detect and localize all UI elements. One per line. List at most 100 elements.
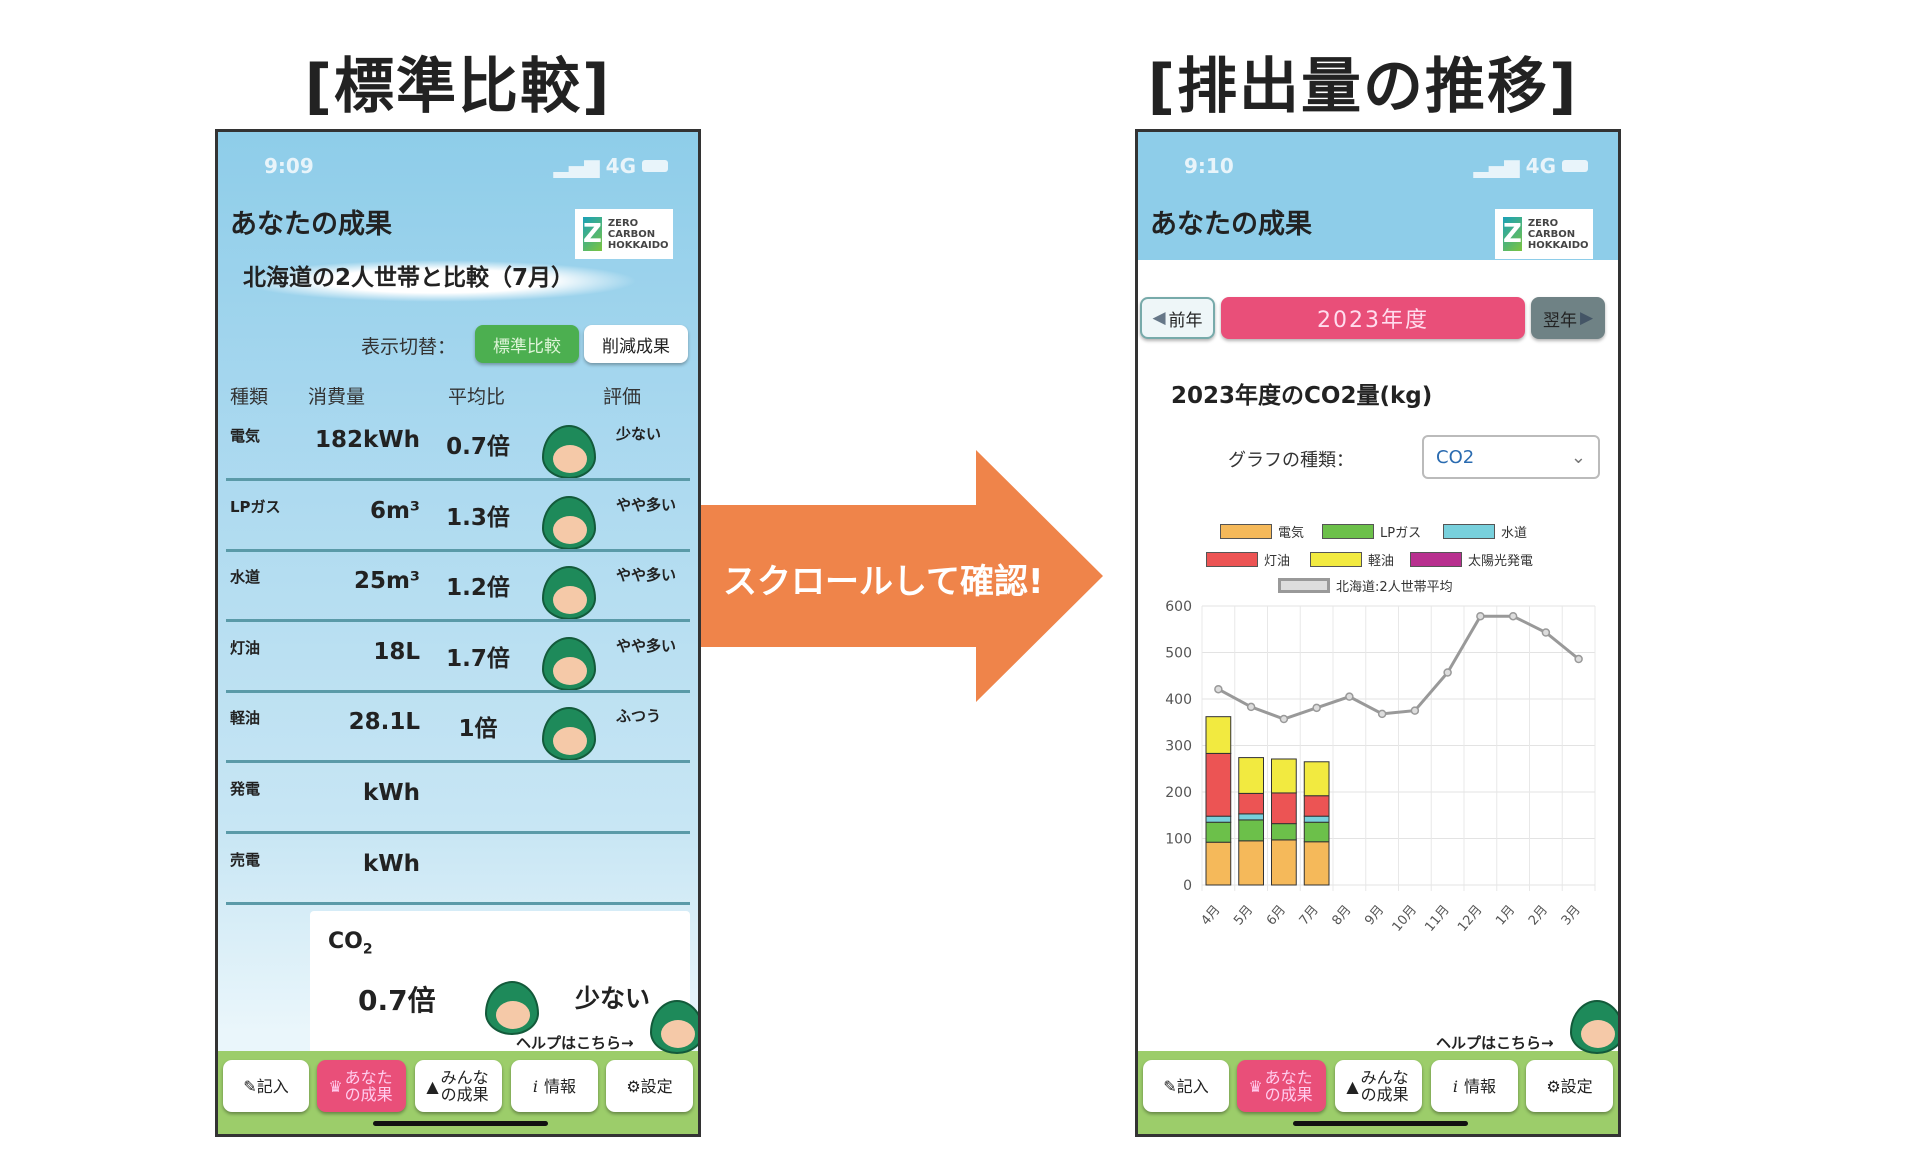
col-ratio: 平均比 [448, 386, 506, 408]
help-link[interactable]: ヘルプはこちら→ [516, 1034, 634, 1052]
average-line [1217, 614, 1580, 721]
row-type: 発電 [230, 780, 261, 798]
bar-segment-灯油 [1303, 795, 1330, 817]
legend-swatch [1322, 524, 1374, 539]
row-type: LPガス [230, 497, 281, 516]
row-rating: やや多い [616, 566, 677, 585]
legend-swatch [1278, 578, 1330, 593]
x-tick-label: 1月 [1493, 903, 1518, 929]
nav-everyone-results[interactable]: ▲ みんなの成果 [415, 1060, 502, 1112]
nav-your-results[interactable]: ♛ あなたの成果 [317, 1060, 406, 1112]
help-link[interactable]: ヘルプはこちら→ [1436, 1034, 1554, 1052]
graph-type-label: グラフの種類： [1228, 450, 1354, 471]
x-tick-label: 4月 [1198, 903, 1223, 929]
nav-info[interactable]: i 情報 [1431, 1060, 1518, 1112]
mascot-angry-icon [542, 566, 596, 621]
mascot-help-icon[interactable] [1570, 1000, 1618, 1054]
average-point [1246, 702, 1256, 712]
row-divider [226, 901, 690, 905]
mascot-happy-icon [542, 425, 596, 479]
chevron-down-icon: ⌄ [1570, 446, 1586, 468]
scroll-arrow: スクロールして確認! [701, 450, 1103, 702]
nav-info[interactable]: i 情報 [511, 1060, 598, 1112]
row-divider [226, 548, 690, 552]
legend-item[interactable]: 灯油 [1206, 550, 1290, 569]
right-triangle-icon: ▶ [1579, 308, 1594, 328]
info-icon: i [532, 1076, 539, 1096]
row-divider [226, 831, 690, 834]
nav-everyone-results[interactable]: ▲ みんなの成果 [1335, 1060, 1422, 1112]
home-indicator[interactable] [373, 1121, 548, 1126]
legend-item[interactable]: 太陽光発電 [1410, 550, 1533, 569]
nav-record[interactable]: ✎ 記入 [1143, 1060, 1229, 1112]
arrow-text: スクロールして確認! [723, 562, 1044, 602]
pencil-icon: ✎ [1163, 1076, 1177, 1096]
co2-rating: 少ない [575, 984, 651, 1013]
bar-segment-軽油 [1271, 758, 1297, 794]
x-tick-label: 10月 [1390, 903, 1420, 935]
x-tick-label: 7月 [1297, 903, 1322, 929]
row-divider [226, 760, 690, 764]
nav-your-results[interactable]: ♛ あなたの成果 [1237, 1060, 1326, 1112]
mascot-help-icon[interactable] [650, 1000, 698, 1054]
row-ratio: 1倍 [458, 716, 498, 743]
home-indicator[interactable] [1293, 1121, 1468, 1126]
zero-carbon-logo: Z ZERO CARBON HOKKAIDO [575, 209, 673, 259]
y-tick-label: 200 [1165, 785, 1192, 801]
nav-settings[interactable]: ⚙ 設定 [1526, 1060, 1613, 1112]
legend-item[interactable]: 電気 [1220, 522, 1304, 541]
status-indicators: ▂▄▆ 4G [1474, 154, 1588, 178]
heading-standard-comparison: [標準比較] [304, 52, 612, 122]
x-tick-label: 2月 [1526, 903, 1551, 929]
co2-chart: 0 100 200 300 400 500 600 4月 5月 6月 7月 8月 9月 10月 11月 12月… [1165, 599, 1596, 935]
legend-item[interactable]: 水道 [1443, 522, 1527, 541]
bar-segment-LPガス [1303, 821, 1330, 843]
network-label: 4G [605, 154, 636, 178]
legend-swatch [1443, 524, 1495, 539]
average-point [1312, 703, 1321, 713]
bar-segment-灯油 [1238, 792, 1264, 815]
bar-segment-電気 [1205, 841, 1232, 886]
row-type: 水道 [230, 568, 261, 587]
col-type: 種類 [230, 386, 269, 408]
bar-segment-軽油 [1238, 757, 1264, 794]
x-tick-label: 12月 [1455, 903, 1485, 935]
bar-segment-水道 [1238, 813, 1264, 821]
row-ratio: 1.3倍 [446, 504, 510, 531]
legend-item[interactable]: 北海道:2人世帯平均 [1278, 576, 1453, 595]
bar-segment-軽油 [1303, 761, 1330, 797]
row-divider [226, 689, 690, 693]
x-tick-label: 11月 [1422, 903, 1452, 935]
row-usage: kWh [362, 850, 420, 877]
bar-segment-灯油 [1205, 752, 1232, 817]
toggle-reduction-button[interactable]: 削減成果 [584, 325, 688, 363]
chart-title: 2023年度のCO2量(kg) [1171, 383, 1433, 409]
y-tick-label: 100 [1165, 832, 1192, 848]
year-display: 2023年度 [1221, 297, 1525, 339]
network-label: 4G [1525, 154, 1556, 178]
col-rating: 評価 [603, 386, 642, 408]
cloud-decoration [238, 260, 638, 302]
y-tick-label: 600 [1165, 599, 1192, 615]
status-time: 9:10 [1184, 154, 1234, 178]
prev-year-button[interactable]: ◀ 前年 [1140, 297, 1215, 339]
row-rating: やや多い [616, 636, 677, 655]
status-indicators: ▂▄▆ 4G [554, 154, 668, 178]
y-tick-label: 500 [1165, 646, 1192, 662]
legend-item[interactable]: LPガス [1322, 522, 1421, 541]
nav-record[interactable]: ✎ 記入 [223, 1060, 309, 1112]
row-divider [226, 619, 690, 623]
toggle-label: 表示切替： [361, 336, 457, 358]
next-year-button[interactable]: 翌年 ▶ [1531, 297, 1605, 339]
row-type: 売電 [230, 850, 261, 869]
bar-segment-電気 [1238, 840, 1264, 886]
row-usage: 28.1L [348, 709, 420, 736]
toggle-standard-button[interactable]: 標準比較 [475, 325, 579, 363]
graph-type-select[interactable]: CO2 ⌄ [1422, 435, 1600, 479]
legend-item[interactable]: 軽油 [1310, 550, 1394, 569]
battery-icon [1562, 160, 1588, 172]
bar-segment-水道 [1205, 815, 1232, 823]
nav-settings[interactable]: ⚙ 設定 [606, 1060, 693, 1112]
gear-icon: ⚙ [626, 1076, 641, 1096]
row-rating: ふつう [616, 707, 662, 726]
